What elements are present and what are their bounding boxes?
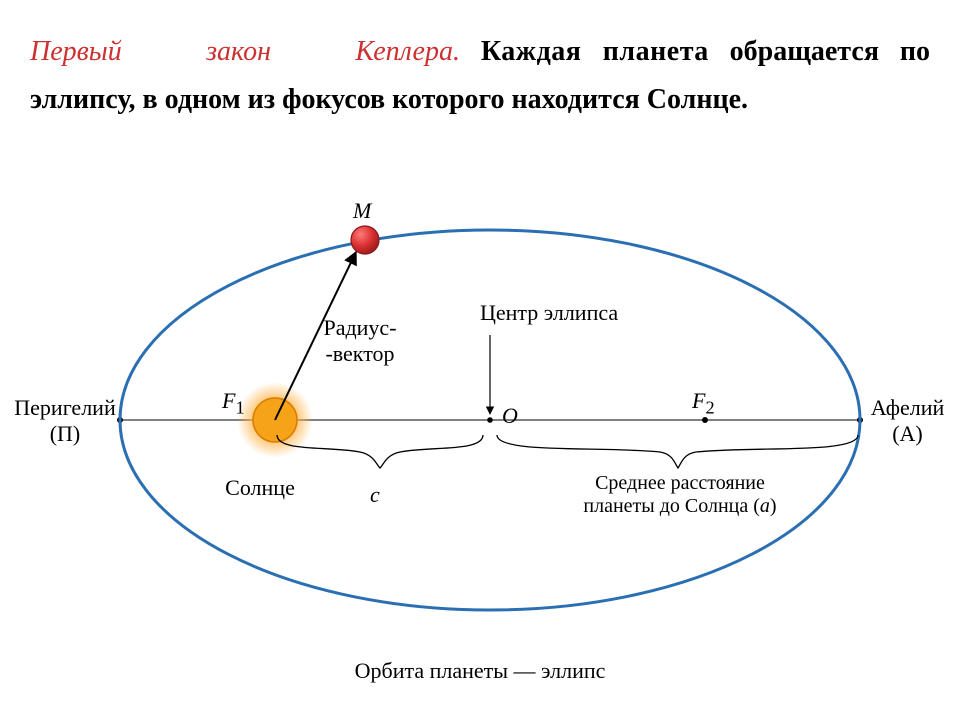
perihelion-label: Перигелий (П) [10, 395, 120, 447]
aphelion-label: Афелий (А) [860, 395, 955, 447]
focus-1-label: F1 [222, 388, 245, 418]
radius-vector-label: Радиус- -вектор [300, 315, 420, 367]
diagram-svg [0, 200, 960, 710]
page-root: Первый закон Кеплера. Каждая планета обр… [0, 0, 960, 720]
heading: Первый закон Кеплера. Каждая планета обр… [30, 28, 930, 123]
center-point [487, 417, 493, 423]
center-O-label: O [502, 403, 518, 429]
focus-2-label: F2 [692, 388, 715, 418]
law-title: Первый закон Кеплера. [30, 36, 460, 67]
brace-c [277, 435, 483, 468]
brace-a-label: Среднее расстояние планеты до Солнца (a) [520, 472, 840, 518]
heading-line: Первый закон Кеплера. Каждая планета обр… [30, 28, 930, 123]
diagram-caption: Орбита планеты — эллипс [320, 658, 640, 684]
brace-a [497, 435, 858, 468]
sun-label: Солнце [200, 475, 320, 501]
planet-label: M [353, 198, 371, 224]
brace-c-label: c [370, 482, 380, 508]
kepler-diagram: M Центр эллипса Радиус- -вектор Перигели… [0, 200, 960, 710]
center-text: Центр эллипса [480, 300, 618, 326]
planet-icon [351, 226, 379, 254]
